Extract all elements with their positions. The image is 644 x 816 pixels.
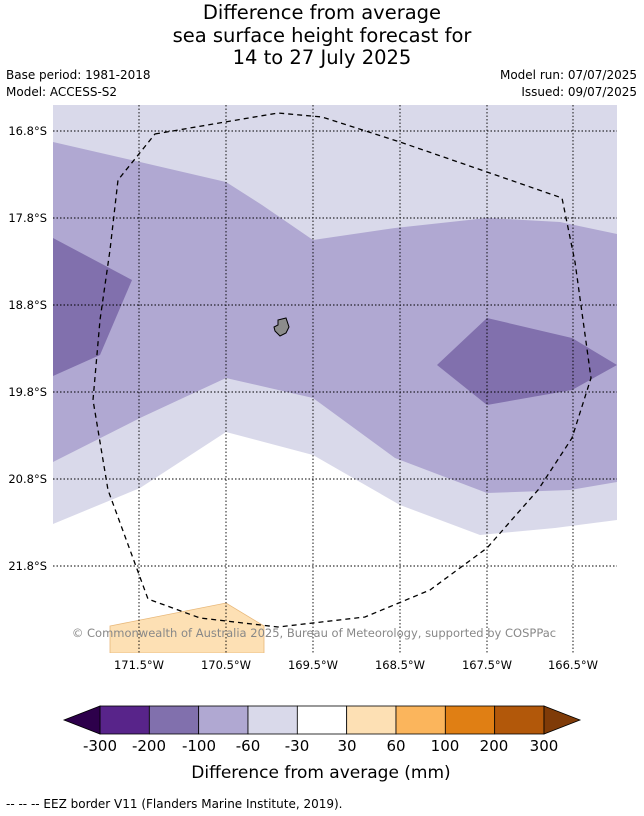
lon-label: 168.5°W [375, 658, 425, 672]
colorbar-high-extension [543, 705, 582, 735]
colorbar-tick: 100 [431, 737, 460, 755]
eez-border [92, 112, 592, 628]
anomaly-band-dark-east [437, 318, 617, 405]
map-svg: 16.8°S 17.8°S 18.8°S 19.8°S 20.8°S 21.8°… [8, 105, 617, 672]
colorbar-tick: 30 [337, 737, 356, 755]
colorbar-cell [494, 705, 545, 735]
model-info: Base period: 1981-2018 Model: ACCESS-S2 [6, 67, 151, 101]
colorbar-cell [247, 705, 298, 735]
colorbar-cell [444, 705, 496, 735]
lon-label: 170.5°W [201, 658, 251, 672]
lat-label: 18.8°S [8, 298, 47, 312]
anomaly-band-dark-west [53, 238, 132, 376]
copyright-notice: © Commonwealth of Australia 2025, Bureau… [72, 626, 556, 640]
lat-label: 19.8°S [8, 385, 47, 399]
run-info: Model run: 07/07/2025 Issued: 09/07/2025 [500, 67, 637, 101]
colorbar-tick: -300 [83, 737, 117, 755]
lat-label: 20.8°S [8, 472, 47, 486]
lon-label: 171.5°W [114, 658, 164, 672]
base-period: Base period: 1981-2018 [6, 68, 151, 82]
lon-label: 167.5°W [462, 658, 512, 672]
colorbar-cell [296, 705, 348, 735]
colorbar-tick: -60 [236, 737, 261, 755]
eez-legend: -- -- -- EEZ border V11 (Flanders Marine… [6, 797, 343, 811]
map-area: 16.8°S 17.8°S 18.8°S 19.8°S 20.8°S 21.8°… [8, 105, 617, 672]
colorbar-cell [346, 705, 397, 735]
latitude-labels: 16.8°S 17.8°S 18.8°S 19.8°S 20.8°S 21.8°… [8, 124, 47, 573]
colorbar-low-extension [62, 705, 101, 735]
model-name: Model: ACCESS-S2 [6, 85, 118, 99]
anomaly-band-medium [53, 142, 617, 493]
colorbar-tick: -100 [182, 737, 216, 755]
lon-label: 169.5°W [288, 658, 338, 672]
title-line-1: Difference from average [202, 1, 442, 24]
colorbar-cell [395, 705, 446, 735]
title-line-3: 14 to 27 July 2025 [232, 46, 412, 69]
colorbar-tick: 300 [530, 737, 559, 755]
issued-date: Issued: 09/07/2025 [521, 85, 637, 99]
colorbar-tick: 200 [480, 737, 509, 755]
lat-label: 16.8°S [8, 124, 47, 138]
anomaly-positive-patch [109, 602, 265, 653]
colorbar-tick: 60 [386, 737, 405, 755]
lat-label: 21.8°S [8, 559, 47, 573]
longitude-labels: 171.5°W 170.5°W 169.5°W 168.5°W 167.5°W … [114, 658, 598, 672]
model-run: Model run: 07/07/2025 [499, 68, 637, 82]
anomaly-field [53, 105, 617, 653]
island-shape [273, 317, 290, 337]
colorbar-cell [198, 705, 249, 735]
colorbar-ticks: -300 -200 -100 -60 -30 30 60 100 200 300 [83, 737, 558, 755]
colorbar-tick: -30 [285, 737, 310, 755]
colorbar-cells [99, 705, 545, 735]
lon-label: 166.5°W [548, 658, 598, 672]
colorbar-title: Difference from average (mm) [191, 763, 450, 783]
title-line-2: sea surface height forecast for [172, 23, 472, 47]
colorbar-cell [99, 705, 150, 735]
graticule [53, 105, 617, 653]
colorbar-tick: -200 [132, 737, 166, 755]
colorbar-cell [148, 705, 200, 735]
lat-label: 17.8°S [8, 211, 47, 225]
map-title: Difference from average sea surface heig… [0, 1, 644, 70]
colorbar: -300 -200 -100 -60 -30 30 60 100 200 300… [62, 705, 582, 783]
